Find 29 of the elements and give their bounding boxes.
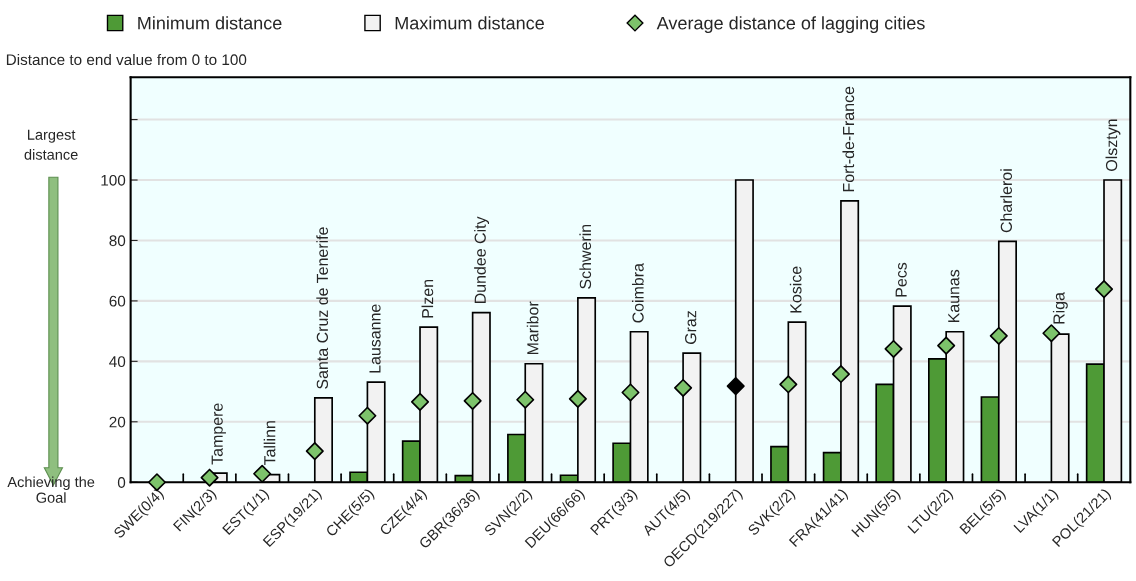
- text: Largest distance: [24, 129, 78, 160]
- annotation: Fort-de-France: [842, 86, 855, 192]
- annotation: Lausanne: [369, 304, 381, 373]
- y-axis-title: Distance to end value from 0 to 100: [6, 53, 247, 66]
- annotation: Olsztyn: [1105, 119, 1121, 171]
- annotation: Pecs: [895, 262, 907, 297]
- annotation: Schwerin: [579, 224, 592, 289]
- y-tick-label: 100: [101, 174, 126, 186]
- legend-label: Average distance of lagging cities: [656, 16, 925, 34]
- legend-label: Maximum distance: [395, 16, 544, 30]
- annotation: Charleroi: [1000, 169, 1013, 233]
- text: Achieving the Goal: [7, 476, 95, 503]
- y-tick-label: 20: [109, 416, 126, 428]
- annotation: Maribor: [526, 301, 539, 355]
- annotation: Riga: [1052, 292, 1068, 324]
- y-tick-label: 80: [109, 235, 126, 247]
- y-tick-label: 40: [109, 356, 126, 368]
- annotation: Tallinn: [263, 421, 276, 466]
- annotation: Plzen: [421, 279, 434, 318]
- annotation: Tampere: [211, 403, 226, 465]
- y-tick-label: 0: [117, 477, 126, 488]
- legend-label: Minimum distance: [138, 16, 282, 30]
- annotation: Santa Cruz de Tenerife: [316, 227, 329, 389]
- y-tick-label: 60: [109, 295, 126, 307]
- annotation: Dundee City: [474, 216, 490, 304]
- annotation: Coimbra: [631, 263, 644, 323]
- annotation: Kosice: [789, 266, 802, 313]
- annotation: Graz: [685, 311, 697, 345]
- annotation: Kaunas: [948, 269, 960, 323]
